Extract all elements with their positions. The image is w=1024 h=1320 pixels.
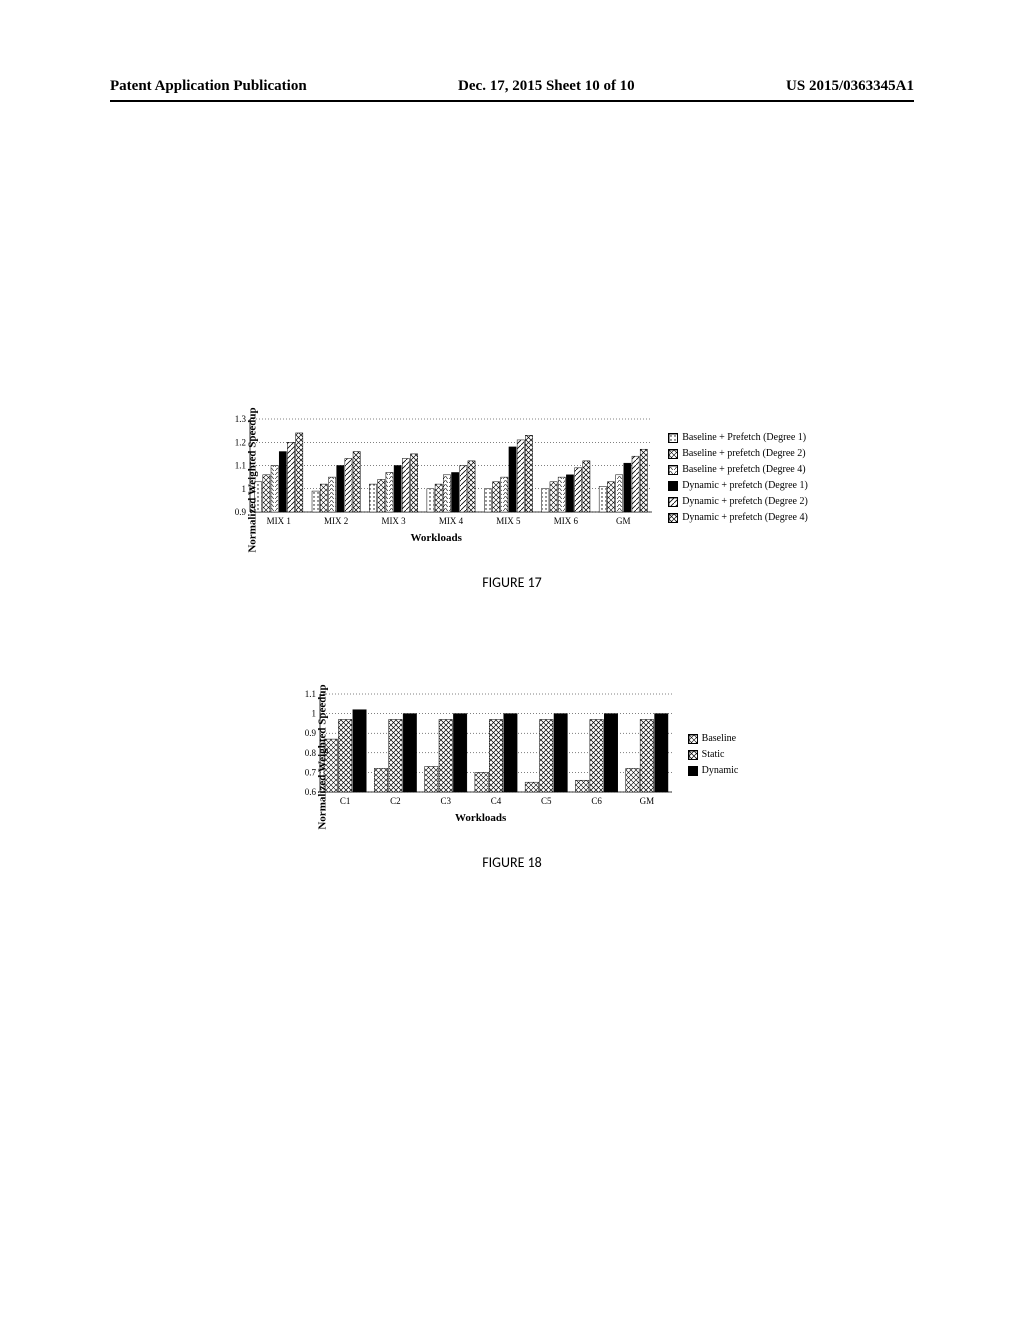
legend-row: Dynamic + prefetch (Degree 2) <box>668 496 808 508</box>
legend-row: Dynamic <box>688 765 739 777</box>
legend-row: Dynamic + prefetch (Degree 4) <box>668 512 808 524</box>
figure-18: Normalized Weighted Speedup 0.60.70.80.9… <box>0 690 1024 871</box>
svg-text:C3: C3 <box>440 796 451 806</box>
svg-text:0.9: 0.9 <box>235 507 247 517</box>
figure-18-chart: Normalized Weighted Speedup 0.60.70.80.9… <box>286 690 676 824</box>
legend-row: Baseline <box>688 733 739 745</box>
svg-text:1.1: 1.1 <box>304 690 315 699</box>
svg-text:C1: C1 <box>340 796 351 806</box>
figure-17-chart: Normalized Weighted Speedup 0.911.11.21.… <box>216 415 656 544</box>
svg-text:0.9: 0.9 <box>304 728 316 738</box>
figure-18-legend: Baseline Static Dynamic <box>688 733 739 781</box>
figure-17-ylabel: Normalized Weighted Speedup <box>247 407 259 552</box>
figure-18-caption: FIGURE 18 <box>0 854 1024 871</box>
svg-text:0.7: 0.7 <box>304 767 316 777</box>
svg-text:1: 1 <box>311 709 316 719</box>
legend-label: Baseline + prefetch (Degree 2) <box>682 448 805 460</box>
legend-label: Baseline <box>702 733 736 745</box>
svg-text:MIX 1: MIX 1 <box>267 516 291 526</box>
svg-text:0.6: 0.6 <box>304 787 316 797</box>
legend-row: Dynamic + prefetch (Degree 1) <box>668 480 808 492</box>
legend-label: Dynamic <box>702 765 739 777</box>
legend-label: Dynamic + prefetch (Degree 1) <box>682 480 808 492</box>
svg-text:MIX 5: MIX 5 <box>497 516 522 526</box>
header-left: Patent Application Publication <box>110 78 307 95</box>
svg-text:GM: GM <box>639 796 654 806</box>
figure-18-ylabel: Normalized Weighted Speedup <box>316 684 328 829</box>
legend-label: Baseline + prefetch (Degree 4) <box>682 464 805 476</box>
svg-text:MIX 6: MIX 6 <box>554 516 579 526</box>
legend-label: Dynamic + prefetch (Degree 2) <box>682 496 808 508</box>
legend-row: Baseline + prefetch (Degree 2) <box>668 448 808 460</box>
svg-text:C5: C5 <box>541 796 552 806</box>
header-right: US 2015/0363345A1 <box>786 78 914 95</box>
legend-label: Static <box>702 749 725 761</box>
figure-17-legend: Baseline + Prefetch (Degree 1) Baseline … <box>668 432 808 528</box>
svg-text:C6: C6 <box>591 796 602 806</box>
legend-row: Baseline + Prefetch (Degree 1) <box>668 432 808 444</box>
svg-text:MIX 3: MIX 3 <box>382 516 407 526</box>
svg-text:0.8: 0.8 <box>304 748 316 758</box>
legend-row: Baseline + prefetch (Degree 4) <box>668 464 808 476</box>
figure-18-xlabel: Workloads <box>286 812 676 824</box>
figure-17-xlabel: Workloads <box>216 532 656 544</box>
figure-17-caption: FIGURE 17 <box>0 574 1024 591</box>
svg-text:1: 1 <box>242 484 247 494</box>
legend-label: Dynamic + prefetch (Degree 4) <box>682 512 808 524</box>
legend-row: Static <box>688 749 739 761</box>
svg-text:GM: GM <box>616 516 631 526</box>
figure-17: Normalized Weighted Speedup 0.911.11.21.… <box>0 415 1024 591</box>
svg-text:1.2: 1.2 <box>235 437 246 447</box>
svg-text:C4: C4 <box>490 796 501 806</box>
svg-text:1.1: 1.1 <box>235 461 246 471</box>
svg-text:MIX 2: MIX 2 <box>324 516 348 526</box>
header-center: Dec. 17, 2015 Sheet 10 of 10 <box>458 78 635 95</box>
header-rule <box>110 100 914 102</box>
svg-text:MIX 4: MIX 4 <box>439 516 464 526</box>
svg-text:1.3: 1.3 <box>235 415 247 424</box>
svg-text:C2: C2 <box>390 796 401 806</box>
legend-label: Baseline + Prefetch (Degree 1) <box>682 432 806 444</box>
page-header: Patent Application Publication Dec. 17, … <box>0 78 1024 95</box>
